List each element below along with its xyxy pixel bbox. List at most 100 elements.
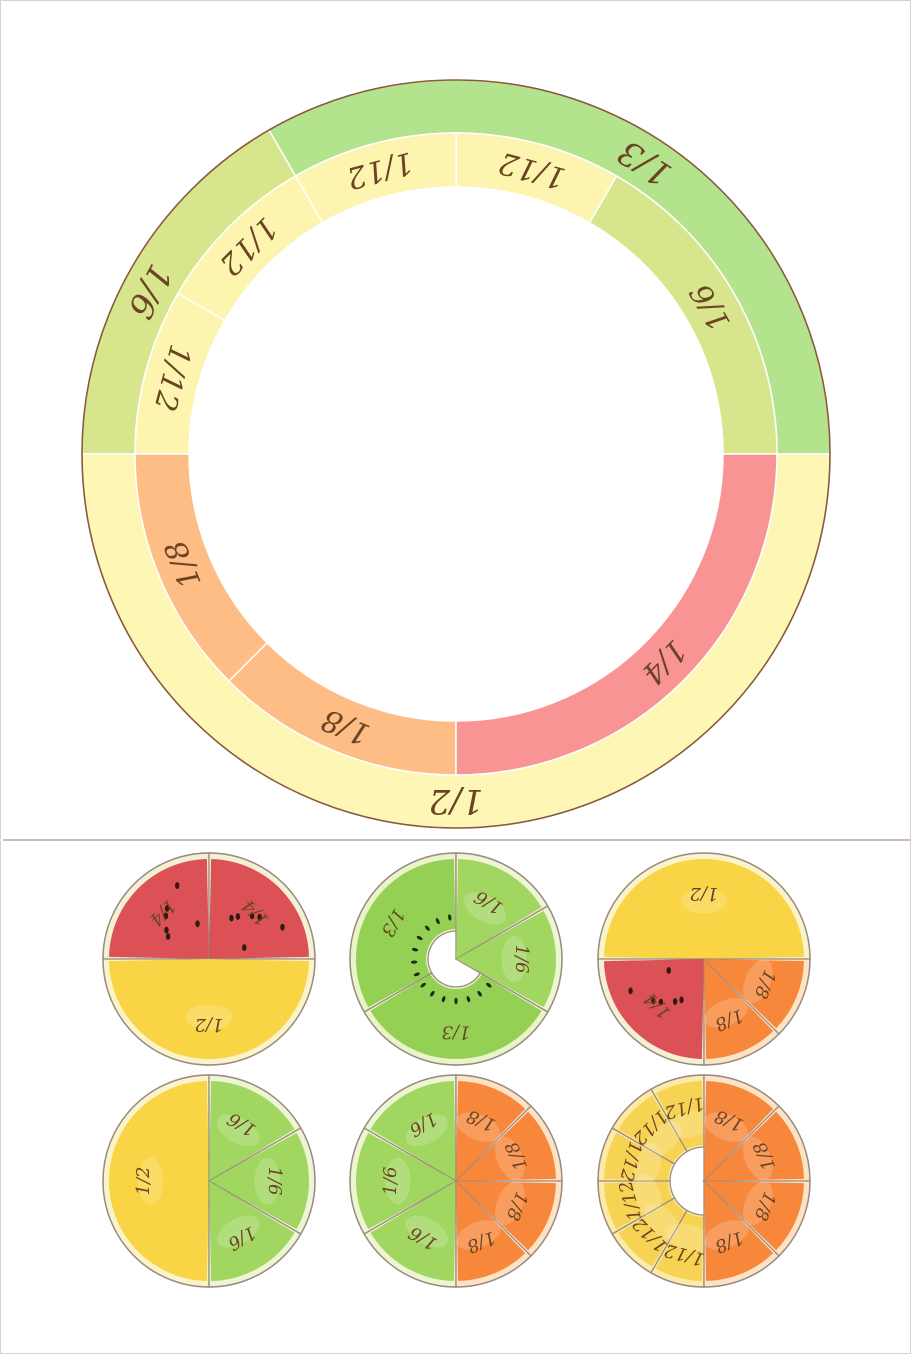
fruit-circle-lemon-lime [102,1074,316,1288]
pineapple-flesh [604,1181,673,1230]
pulp-highlight [463,892,507,925]
orange-flesh [704,1181,804,1251]
watermelon-flesh [604,959,704,1059]
pulp-highlight [743,959,773,1004]
seed-icon [410,960,418,964]
orange-flesh [704,1081,774,1181]
seed-icon [435,918,440,925]
pulp-highlight [680,887,728,914]
pulp-highlight [495,1181,525,1226]
lime-flesh [456,910,556,1008]
orange-flesh [456,1111,556,1181]
pulp-highlight [704,998,749,1028]
seed-icon [195,920,200,928]
seed-icon [651,997,656,1005]
seed-icon [448,914,452,921]
seed-icon [424,925,430,931]
piece-label: 1/6 [380,1167,401,1196]
seed-icon [280,923,285,931]
seed-icon [257,913,262,921]
seed-icon [411,947,419,952]
pulp-highlight [384,1157,411,1205]
seed-icon [486,982,492,988]
kiwi-flesh [356,859,456,1008]
orange-flesh [456,1081,526,1181]
pulp-highlight [254,1157,281,1205]
pulp-highlight [456,1112,501,1142]
orange-flesh [704,959,804,1029]
pulp-highlight [704,1112,749,1142]
piece-label: 1/3 [442,1022,471,1043]
pulp-highlight [216,1114,260,1147]
watermelon-flesh [209,859,309,959]
pineapple-flesh [655,1212,704,1281]
pulp-highlight [743,1181,773,1226]
pulp-highlight [633,1143,662,1189]
piece-label: 1/6 [511,945,532,974]
seed-icon [454,997,458,1005]
fraction-ring [81,79,831,829]
seed-icon [666,967,671,974]
pulp-highlight [456,1220,501,1250]
seed-icon [175,882,180,889]
seed-icon [165,933,171,940]
orange-flesh [704,1181,774,1281]
seed-icon [164,904,170,912]
seed-icon [235,913,241,920]
pulp-highlight [633,1173,662,1219]
pulp-highlight [495,1136,525,1181]
lemon-flesh [109,1081,209,1281]
pulp-highlight [405,1114,449,1147]
pineapple-flesh [618,1199,686,1267]
seed-icon [430,990,435,997]
pulp-highlight [501,935,528,983]
orange-flesh [456,1181,556,1251]
fruit-circle-outline [349,1074,563,1288]
seed-icon [416,935,423,941]
lime-flesh [209,1181,295,1281]
seed-icon [420,982,426,988]
ring-outer-outline [81,79,831,829]
seed-icon [163,912,169,920]
lime-flesh [456,859,542,959]
pulp-highlight [666,1223,712,1252]
orange-flesh [456,1181,526,1281]
fruit-circle-outline [597,852,811,1066]
seed-icon [658,998,664,1006]
pulp-highlight [185,1004,233,1031]
pineapple-flesh [604,1132,673,1181]
seed-icon [229,914,234,922]
pulp-highlight [216,1215,260,1248]
lime-flesh [355,1132,456,1230]
piece-label: 1/2 [195,1014,224,1035]
piece-label: 1/2 [133,1167,154,1196]
fruit-circle-lemon-watermelon-orange [597,852,811,1066]
kiwi-flesh [370,974,542,1059]
pulp-highlight [666,1110,712,1139]
lime-flesh [209,1081,295,1181]
pulp-highlight [743,1136,773,1181]
seed-icon [679,996,684,1004]
piece-label: 1/6 [264,1167,285,1196]
orange-flesh [704,959,774,1059]
fruit-circle-outline [102,1074,316,1288]
pulp-highlight [137,1157,164,1205]
seed-icon [164,926,169,934]
seed-icon [249,912,255,920]
ring-center [188,186,724,722]
fruit-circle-outline [349,852,563,1066]
pulp-highlight [643,1120,682,1159]
fruit-circle-outline [597,1074,811,1288]
lime-flesh [370,1181,456,1281]
lemon-flesh [604,859,804,959]
fruit-circle-lime-orange [349,1074,563,1288]
pulp-highlight [405,1215,449,1248]
seed-icon [477,990,482,997]
lime-flesh [370,1081,456,1181]
pulp-highlight [704,1220,749,1250]
seed-icon [413,972,420,977]
seed-icon [466,996,471,1003]
fruit-circle-pineapple-orange [597,1074,811,1288]
